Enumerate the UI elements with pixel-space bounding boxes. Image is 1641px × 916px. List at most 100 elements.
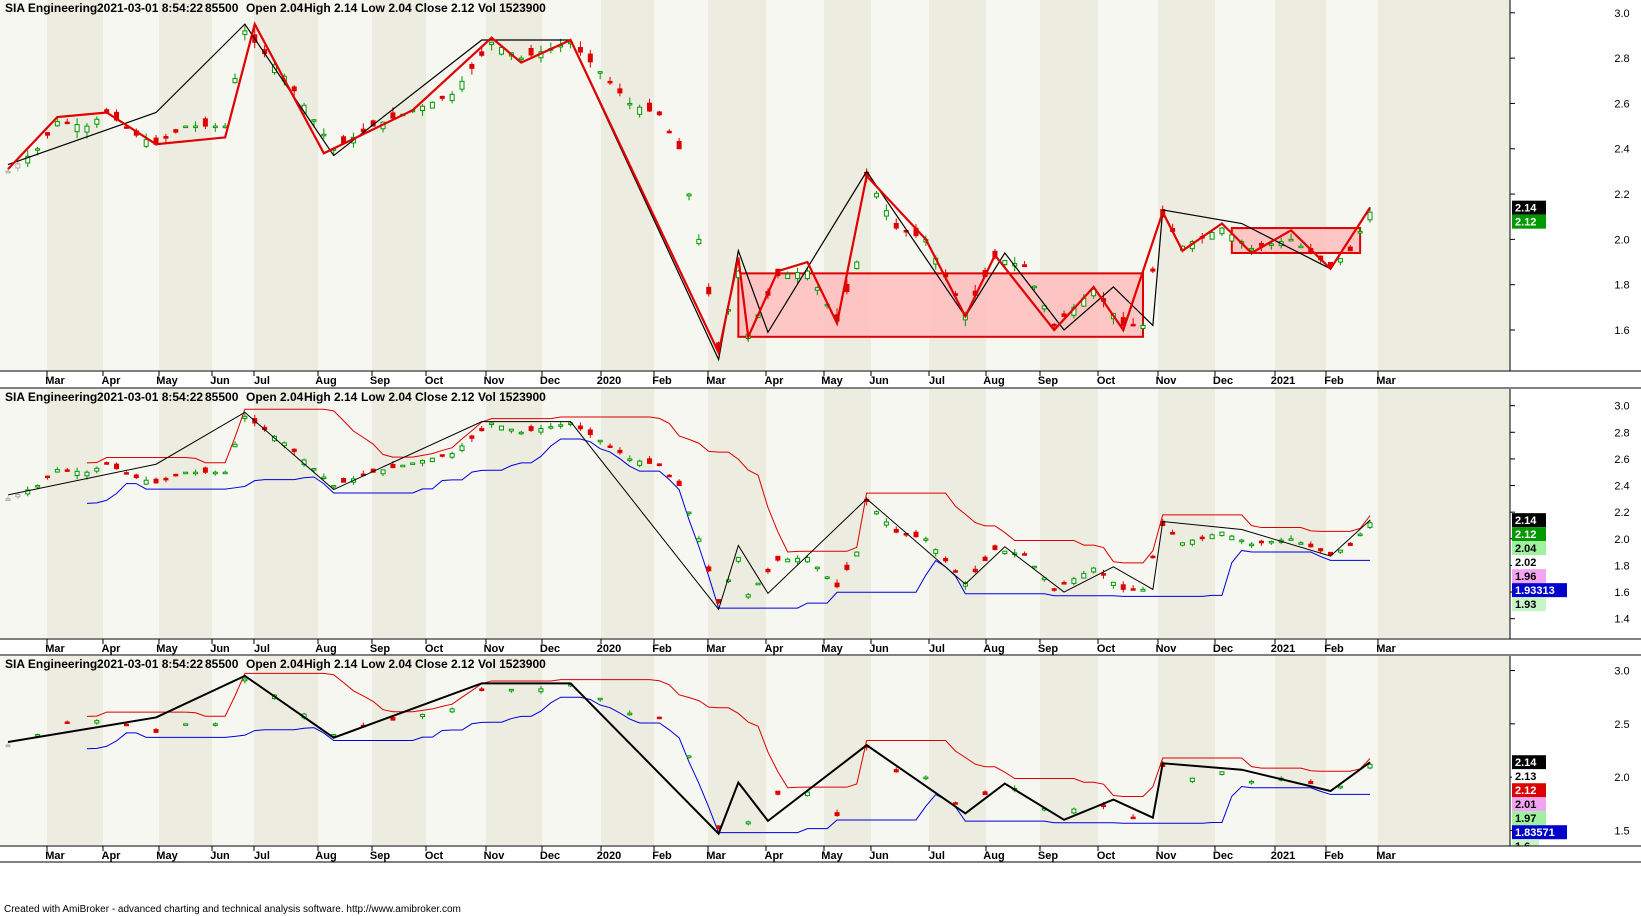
candle-body xyxy=(686,755,692,758)
y-tick-label: 1.8 xyxy=(1614,280,1629,292)
price-label-bg xyxy=(1512,783,1546,798)
candle-body xyxy=(982,791,988,796)
candle-body xyxy=(133,474,139,479)
candle-body xyxy=(1002,260,1008,266)
candle-body xyxy=(992,545,998,550)
candle-body xyxy=(587,429,593,435)
candle-body xyxy=(804,791,810,797)
month-band xyxy=(1378,389,1510,638)
month-band xyxy=(708,389,766,638)
y-tick-label: 2.2 xyxy=(1614,507,1629,519)
candle-body xyxy=(558,424,564,427)
candle-body xyxy=(597,71,603,74)
candle-body xyxy=(676,140,682,150)
x-tick-label: May xyxy=(156,850,178,862)
month-band xyxy=(654,389,708,638)
candle-body xyxy=(114,463,120,470)
x-tick-label: Mar xyxy=(706,375,726,387)
chart-panel-top: SIA Engineering 2021-03-01 8:54:22 85500 Op… xyxy=(0,0,1641,389)
candle-body xyxy=(489,41,495,45)
x-tick-label: Sep xyxy=(370,850,390,862)
candle-body xyxy=(459,80,465,90)
month-band xyxy=(47,0,103,370)
chart-header-text: Close 2.12 xyxy=(415,657,475,671)
y-tick-label: 2.6 xyxy=(1614,454,1629,466)
x-tick-label: Jun xyxy=(869,643,889,655)
month-band xyxy=(1326,0,1378,370)
month-band xyxy=(212,389,254,638)
candle-body xyxy=(1318,548,1324,552)
footer-credit: Created with AmiBroker - advanced charti… xyxy=(4,904,461,915)
candle-body xyxy=(814,287,820,291)
month-band xyxy=(1326,656,1378,845)
price-label-bg xyxy=(1512,769,1546,784)
candle-body xyxy=(1268,243,1274,246)
date-axis-area xyxy=(0,846,1641,862)
candle-body xyxy=(597,697,603,701)
candle-body xyxy=(686,193,692,197)
y-tick-label: 2.8 xyxy=(1614,53,1629,65)
month-band xyxy=(871,656,929,845)
candle-body xyxy=(637,106,643,115)
candle-body xyxy=(94,720,100,724)
candle-body xyxy=(755,582,761,586)
candle-body xyxy=(390,112,396,119)
price-label: 2.14 xyxy=(1515,757,1537,769)
candle-body xyxy=(183,723,189,726)
candle-body xyxy=(1061,582,1067,585)
y-tick-label: 2.0 xyxy=(1614,234,1629,246)
month-band xyxy=(426,0,486,370)
candle-body xyxy=(1022,264,1028,268)
candle-body xyxy=(291,86,297,92)
candle-body xyxy=(183,471,189,475)
candle-body xyxy=(449,93,455,102)
chart-header-text: High 2.14 xyxy=(304,657,358,671)
price-label: 2.14 xyxy=(1515,515,1537,527)
candle-body xyxy=(676,480,682,487)
candle-body xyxy=(173,473,179,477)
x-tick-label: Jun xyxy=(869,375,889,387)
x-tick-label: Oct xyxy=(425,643,444,655)
chart-header-text: Vol 1523900 xyxy=(478,657,546,671)
candle-body xyxy=(666,130,672,134)
x-tick-label: Jun xyxy=(210,643,230,655)
price-label: 2.01 xyxy=(1515,799,1536,811)
x-tick-label: Dec xyxy=(1213,375,1233,387)
month-band xyxy=(486,0,542,370)
x-tick-label: Feb xyxy=(652,375,672,387)
candle-body xyxy=(390,717,396,721)
candle-body xyxy=(577,425,583,430)
x-tick-label: Dec xyxy=(540,643,560,655)
month-band xyxy=(824,656,871,845)
candle-body xyxy=(311,119,317,122)
candle-body xyxy=(1189,539,1195,545)
price-label-bg xyxy=(1512,513,1546,528)
candle-body xyxy=(1209,232,1215,240)
candle-body xyxy=(1071,578,1077,584)
month-band xyxy=(766,656,824,845)
month-band xyxy=(159,656,212,845)
price-label: 1.93 xyxy=(1515,599,1536,611)
candle-body xyxy=(1101,804,1107,808)
candle-body xyxy=(1002,550,1008,555)
x-tick-label: Jul xyxy=(254,643,270,655)
price-label-bg xyxy=(1512,597,1546,612)
chart-header-text: Open 2.04 xyxy=(246,390,304,404)
candle-body xyxy=(518,57,524,61)
candle-body xyxy=(1120,584,1126,590)
y-tick-label: 1.4 xyxy=(1614,614,1629,626)
candle-body xyxy=(854,261,860,270)
candle-body xyxy=(1298,245,1304,249)
y-tick-label: 2.4 xyxy=(1614,481,1629,493)
candle-body xyxy=(1308,543,1314,548)
y-tick-label: 2.5 xyxy=(1614,719,1629,731)
date-axis-area xyxy=(0,371,1641,388)
candle-body xyxy=(1367,763,1373,769)
month-band xyxy=(486,656,542,845)
candle-body xyxy=(54,469,60,473)
month-band xyxy=(254,389,318,638)
candle-body xyxy=(548,426,554,429)
price-label: 2.04 xyxy=(1515,543,1537,555)
month-band xyxy=(318,389,372,638)
x-tick-label: 2021 xyxy=(1271,375,1295,387)
